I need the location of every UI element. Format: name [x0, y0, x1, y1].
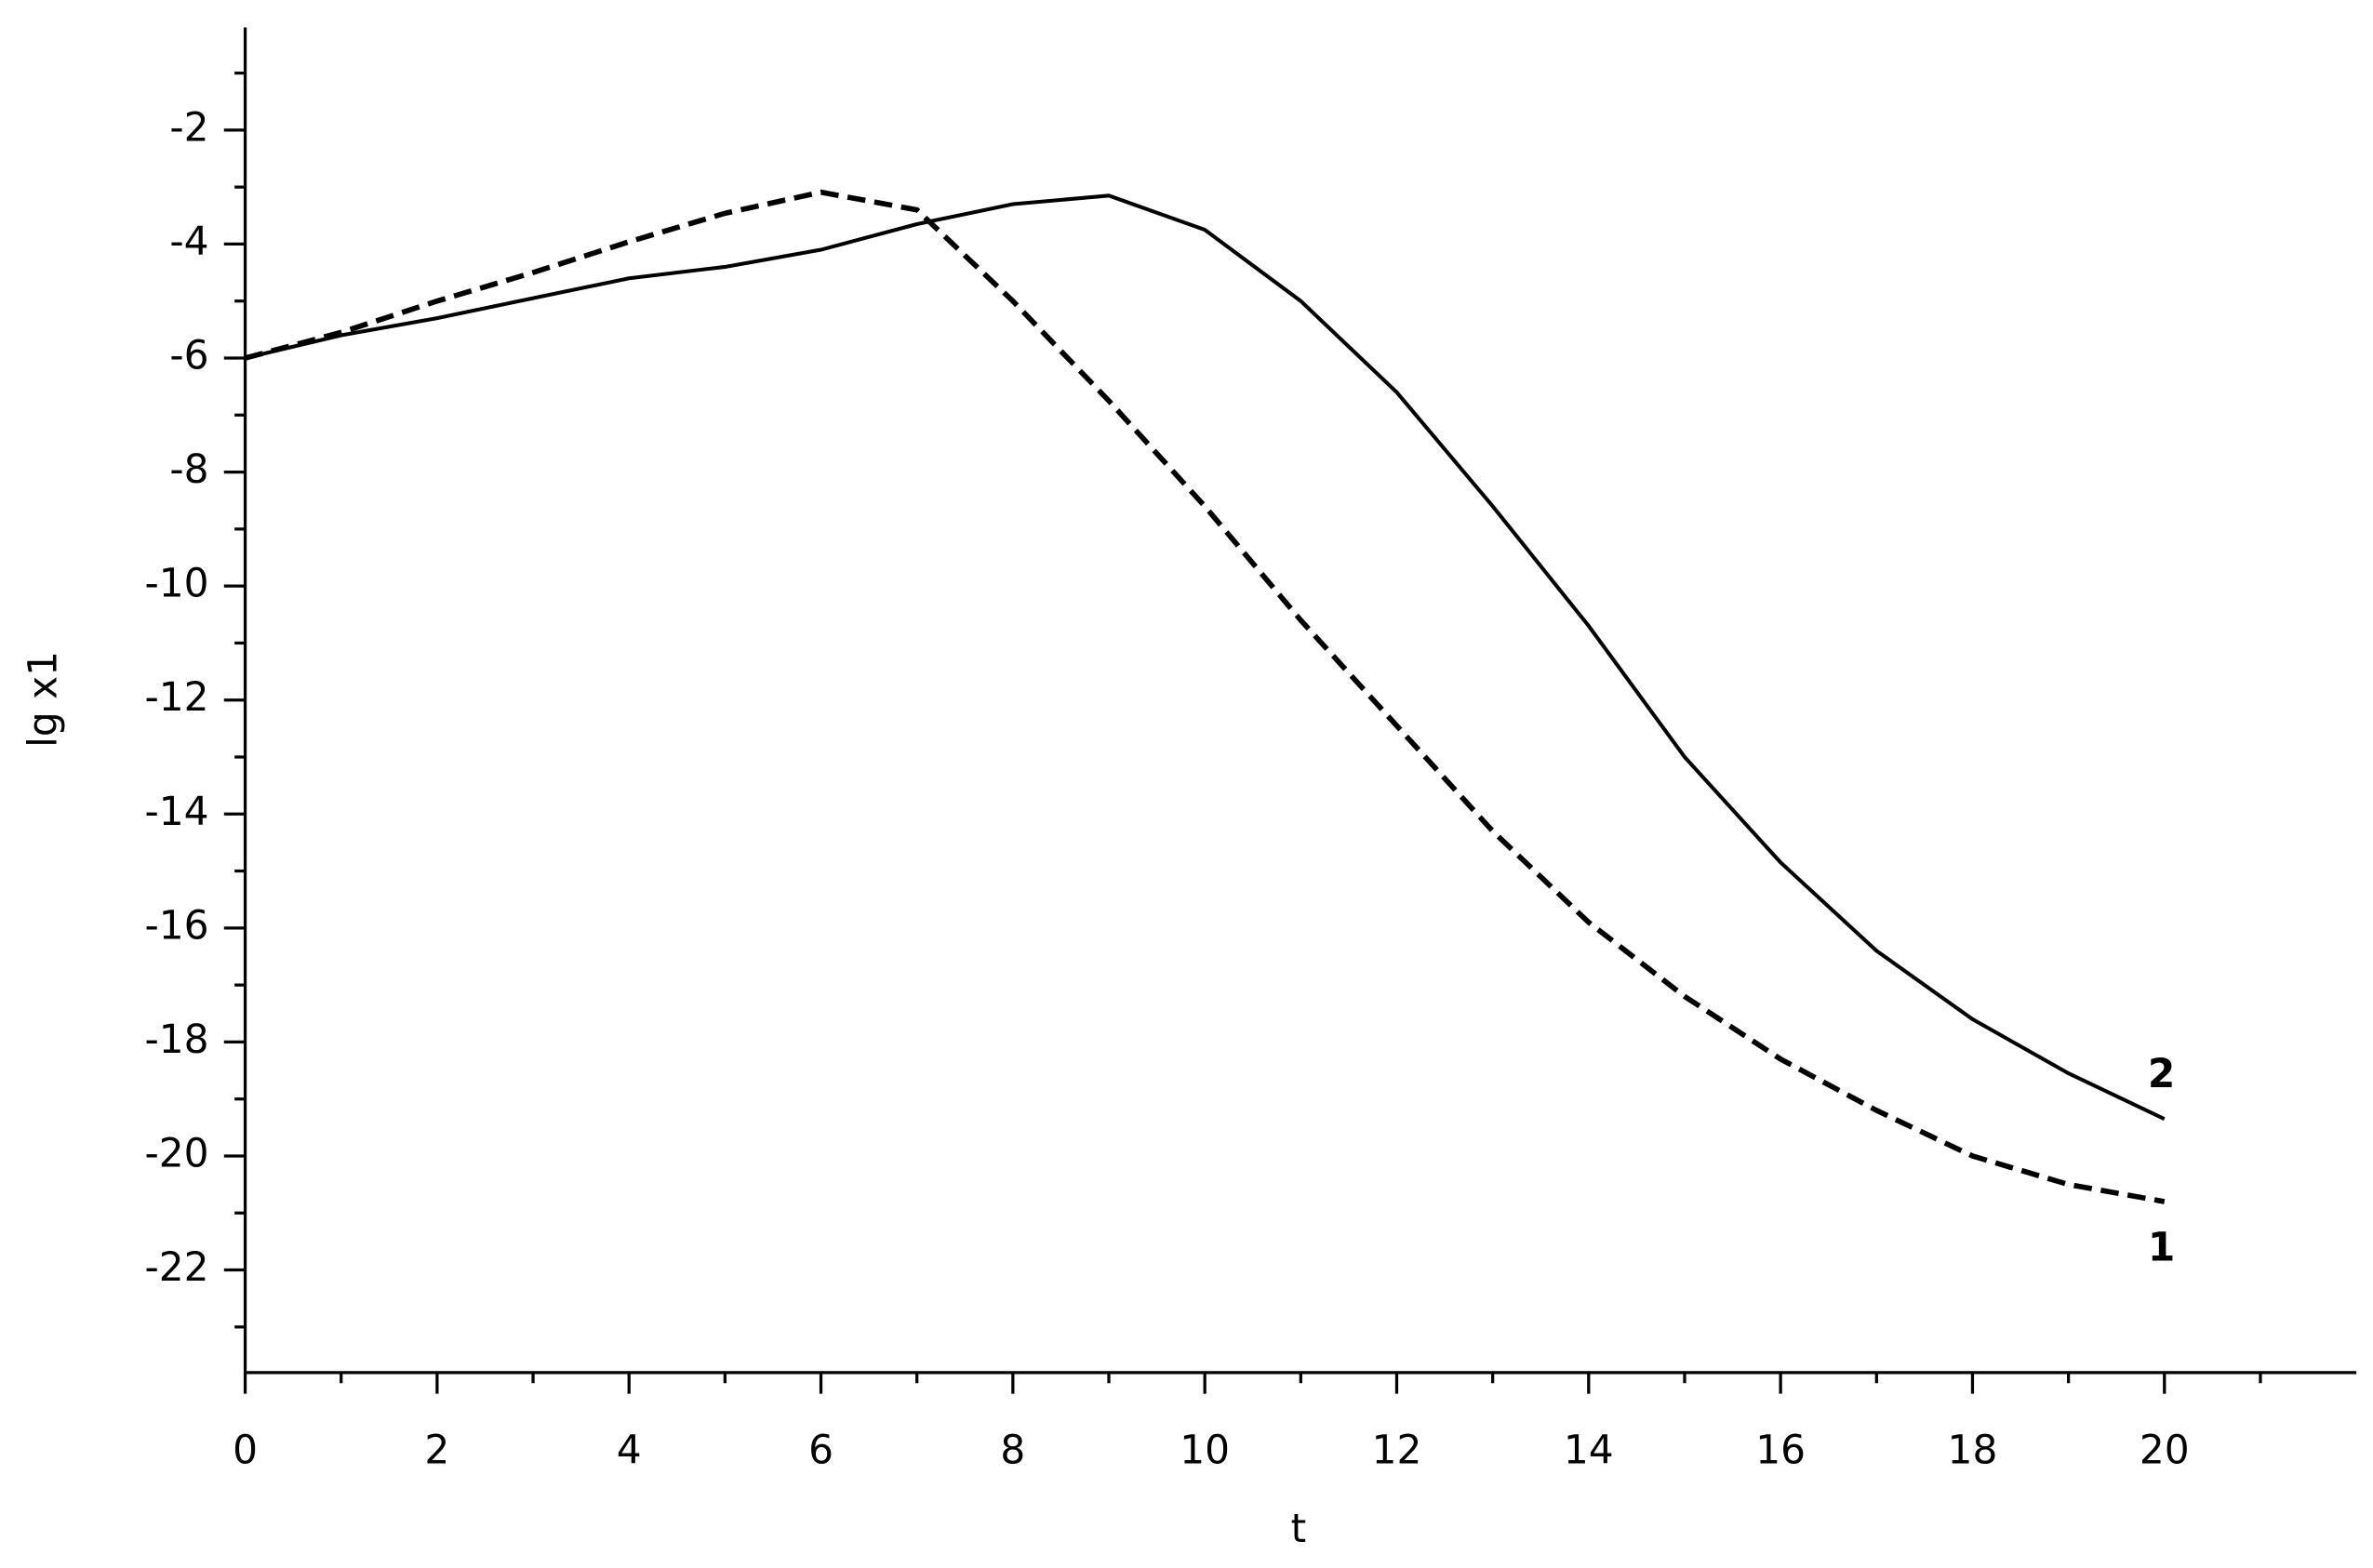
- x-tick-label: 8: [1000, 1428, 1025, 1473]
- curve-label: 1: [2148, 1225, 2175, 1270]
- x-tick-label: 0: [233, 1428, 258, 1473]
- y-axis-label: lg x1: [20, 651, 65, 748]
- y-tick-label: -20: [144, 1130, 208, 1176]
- y-tick-label: -22: [144, 1244, 208, 1290]
- x-axis-label: t: [1291, 1506, 1307, 1551]
- series-line: [244, 189, 2166, 1204]
- series-line: [245, 193, 2166, 1121]
- y-tick-label: -2: [169, 104, 208, 150]
- x-tick-label: 10: [1180, 1428, 1230, 1473]
- y-tick-label: -12: [144, 674, 208, 720]
- y-tick-label: -6: [169, 332, 208, 378]
- y-tick-label: -10: [144, 561, 208, 606]
- x-tick-label: 18: [1948, 1428, 1998, 1473]
- curve-label: 2: [2148, 1051, 2175, 1096]
- x-tick-label: 14: [1564, 1428, 1614, 1473]
- x-tick-label: 6: [808, 1428, 833, 1473]
- x-tick-label: 16: [1755, 1428, 1806, 1473]
- y-tick-label: -18: [144, 1017, 208, 1062]
- x-tick-label: 4: [617, 1428, 642, 1473]
- y-tick-label: -8: [169, 446, 208, 492]
- x-tick-label: 20: [2140, 1428, 2190, 1473]
- y-tick-label: -16: [144, 902, 208, 948]
- y-tick-label: -14: [144, 789, 208, 834]
- y-tick-label: -4: [169, 219, 208, 264]
- x-tick-label: 12: [1372, 1428, 1422, 1473]
- x-tick-label: 2: [424, 1428, 449, 1473]
